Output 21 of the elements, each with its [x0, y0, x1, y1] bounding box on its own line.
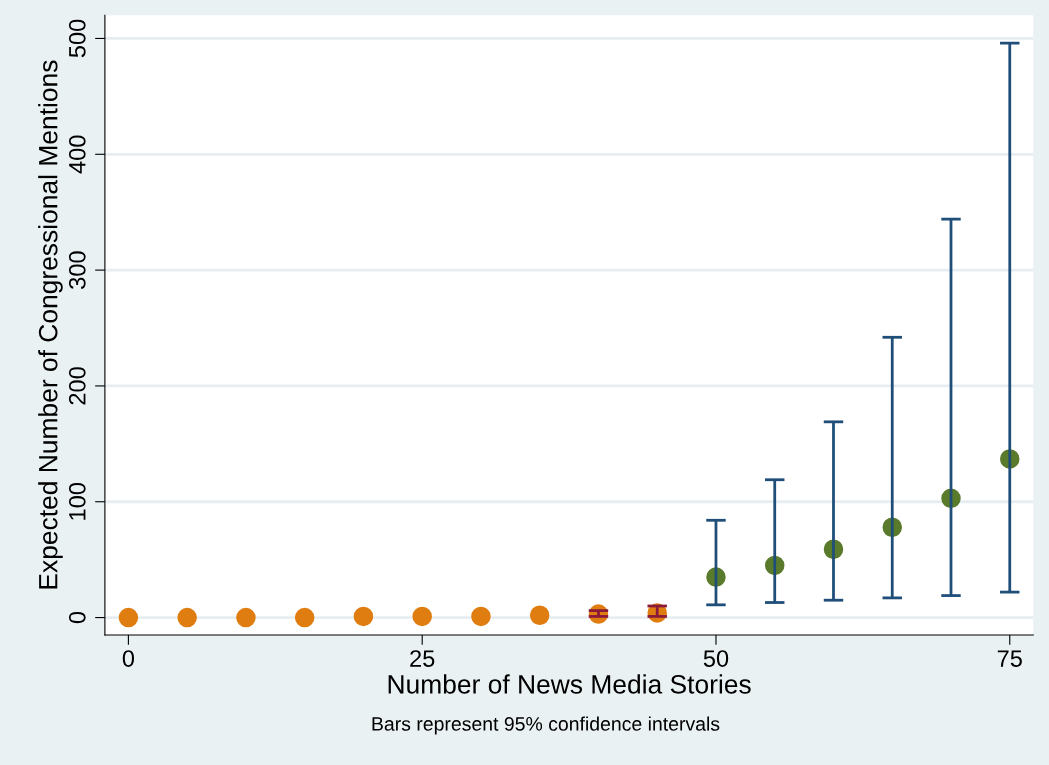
- y-tick-label: 0: [68, 611, 86, 624]
- y-tick-label: 200: [68, 367, 86, 405]
- x-tick-label: 50: [703, 650, 729, 667]
- point: [118, 607, 139, 628]
- point: [353, 606, 374, 627]
- x-tick-label: 0: [122, 650, 135, 667]
- point: [294, 607, 315, 628]
- x-tick-label: 75: [997, 650, 1022, 667]
- point: [177, 607, 197, 628]
- y-axis-title: Expected Number of Congressional Mentions: [38, 60, 63, 589]
- point: [529, 605, 550, 626]
- point: [471, 606, 491, 627]
- y-tick-label: 100: [68, 482, 86, 520]
- text: Bars represent 95% confidence intervals: [372, 716, 720, 735]
- y-tick-label: 300: [68, 251, 86, 289]
- y-tick-label: 400: [68, 135, 86, 174]
- x-axis-title: Number of News Media Stories: [388, 674, 751, 694]
- x-tick-label: 25: [410, 650, 435, 667]
- point: [236, 607, 256, 628]
- y-tick-label: 500: [68, 19, 86, 58]
- point: [412, 606, 432, 627]
